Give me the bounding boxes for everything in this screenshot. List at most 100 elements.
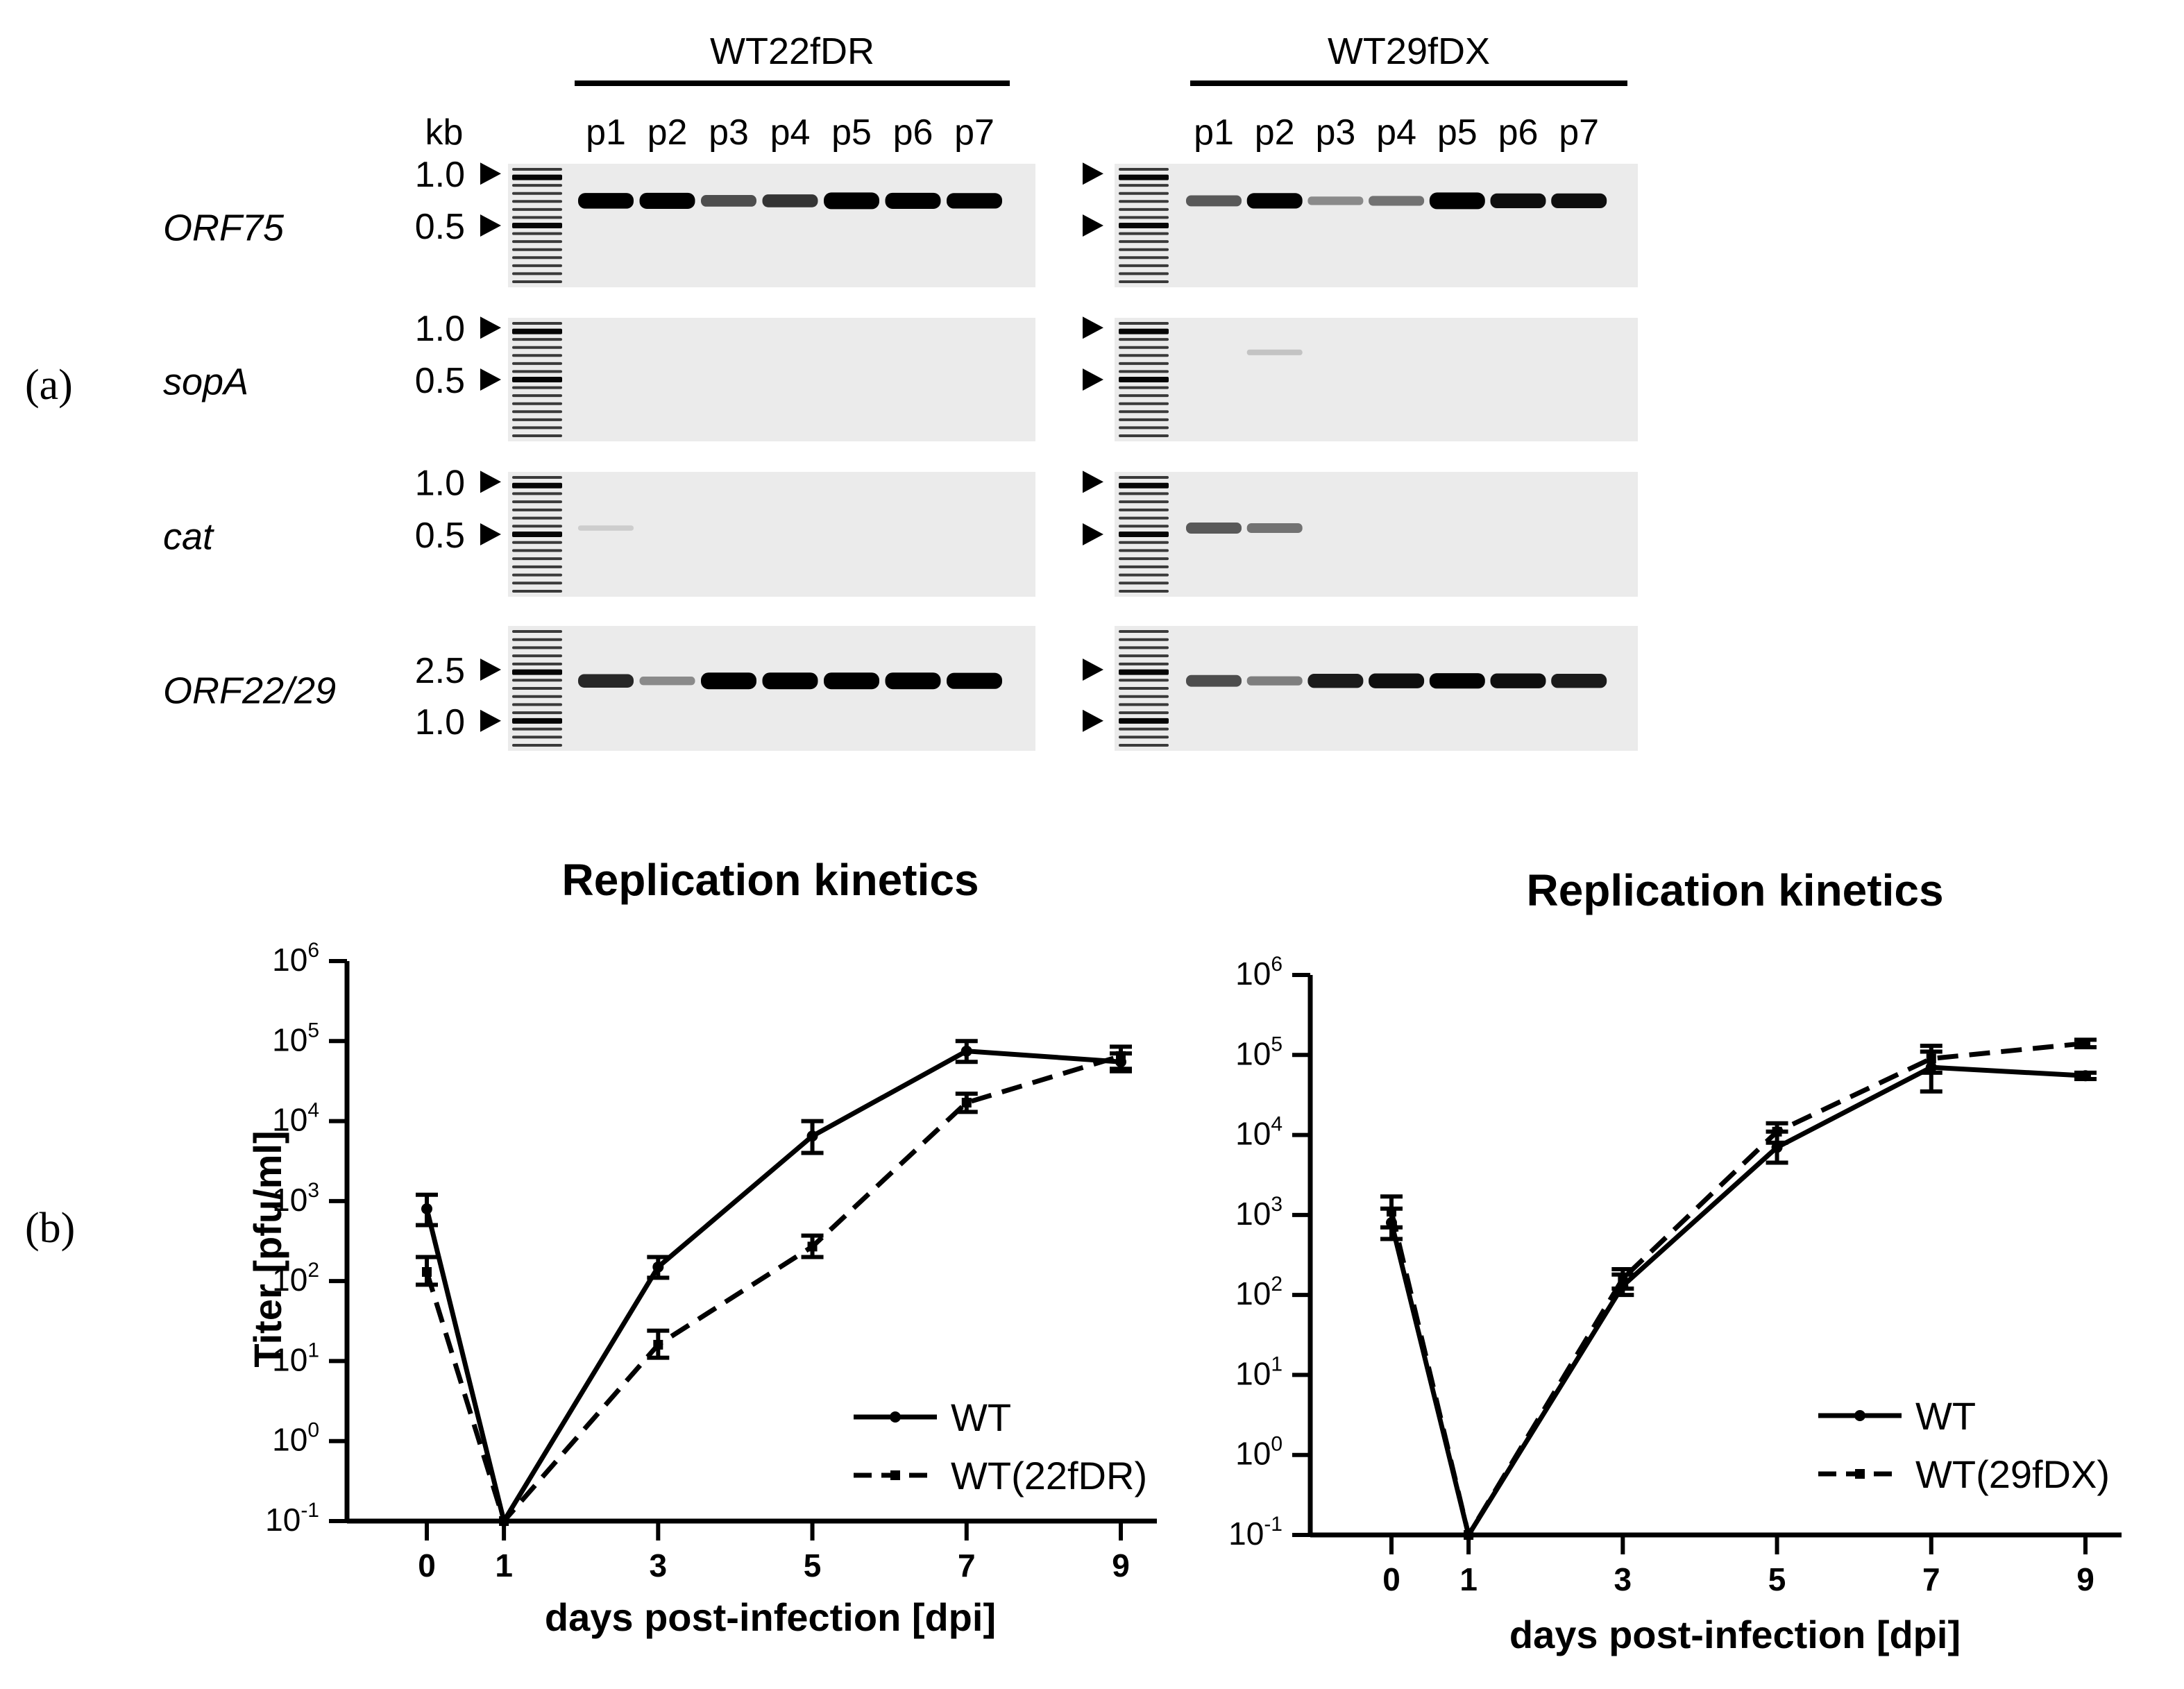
panel-a-label: (a) — [25, 362, 73, 409]
ladder-band — [512, 354, 562, 357]
ladder-band — [512, 565, 562, 568]
ladder-band — [1119, 646, 1169, 650]
y-tick-label: 106 — [1235, 953, 1283, 992]
data-point — [960, 1045, 972, 1057]
gel-band — [578, 193, 634, 209]
ladder-band — [1119, 557, 1169, 561]
ladder-band — [512, 646, 562, 650]
marker-arrow — [480, 523, 501, 545]
ladder-band — [1119, 346, 1169, 349]
ladder-band — [512, 272, 562, 275]
gel-band — [1551, 674, 1607, 688]
ladder-band — [1119, 370, 1169, 373]
gel-band — [639, 192, 695, 209]
gel-band — [1369, 673, 1425, 688]
kb-label: kb — [425, 112, 464, 153]
ladder-band — [512, 377, 562, 382]
y-axis-label: Titer [pfu/ml] — [246, 1130, 289, 1367]
y-tick-label: 102 — [272, 1259, 319, 1298]
x-axis-label: days post-infection [dpi] — [1509, 1613, 1961, 1656]
marker-arrow — [1083, 470, 1103, 493]
marker-arrow — [1083, 316, 1103, 339]
ladder-band — [512, 476, 562, 479]
data-point — [1772, 1126, 1782, 1137]
ladder-band — [1119, 638, 1169, 641]
ladder-band — [1119, 525, 1169, 528]
y-tick-label: 100 — [1235, 1433, 1283, 1472]
ladder-band — [1119, 200, 1169, 203]
ladder-band — [512, 418, 562, 421]
gel-band — [885, 192, 941, 209]
ladder-band — [512, 590, 562, 593]
ladder-band — [1119, 402, 1169, 405]
series-line-dashed — [1389, 1040, 2086, 1538]
x-tick-label: 7 — [1922, 1561, 1940, 1597]
ladder-band — [512, 232, 562, 235]
ladder-band — [1119, 174, 1169, 180]
ladder-band — [1119, 573, 1169, 577]
ladder-band — [1119, 736, 1169, 739]
gel-band — [1490, 193, 1546, 209]
ladder-band — [1119, 744, 1169, 747]
data-point — [421, 1203, 432, 1215]
marker-label: 1.0 — [415, 309, 465, 349]
gel-image — [1115, 164, 1638, 287]
ladder-band — [512, 264, 562, 267]
ladder-band — [512, 718, 562, 724]
ladder-band — [512, 508, 562, 511]
lane-label: p2 — [647, 112, 688, 153]
ladder-band — [512, 223, 562, 228]
marker-arrow — [480, 368, 501, 391]
ladder-band — [1119, 654, 1169, 658]
legend-label: WT — [1915, 1394, 1976, 1438]
x-tick-label: 1 — [1459, 1561, 1478, 1597]
ladder-band — [1119, 718, 1169, 724]
ladder-band — [512, 346, 562, 349]
marker-arrow — [1083, 162, 1103, 185]
ladder-band — [1119, 669, 1169, 675]
gene-label: ORF75 — [163, 207, 285, 249]
ladder-band — [1119, 703, 1169, 706]
ladder-band — [512, 256, 562, 260]
ladder-band — [1119, 434, 1169, 437]
y-tick-label: 10-1 — [265, 1499, 319, 1538]
ladder-band — [1119, 240, 1169, 244]
ladder-band — [1119, 418, 1169, 421]
ladder-band — [1119, 662, 1169, 665]
ladder-band — [512, 744, 562, 747]
ladder-band — [512, 434, 562, 437]
x-tick-label: 5 — [1768, 1561, 1786, 1597]
ladder-band — [512, 174, 562, 180]
ladder-band — [512, 362, 562, 365]
gel-band — [1307, 196, 1364, 205]
ladder-band — [512, 328, 562, 334]
marker-arrow — [480, 214, 501, 237]
chart-title: Replication kinetics — [561, 855, 979, 905]
lane-label: p7 — [1559, 112, 1599, 153]
gel-panel: WT22fDR p1 p2 p3 p4 p5 p6 p7 WT29fDX p1 p2 p3 p4 p5 p6… — [163, 31, 1638, 751]
x-tick-label: 0 — [1382, 1561, 1400, 1597]
panel-b-label: (b) — [25, 1205, 75, 1252]
y-tick-label: 10-1 — [1228, 1513, 1283, 1552]
gel-band — [824, 192, 879, 210]
ladder-band — [1119, 630, 1169, 633]
ladder-band — [512, 370, 562, 373]
ladder-band — [1119, 223, 1169, 228]
gel-band — [1186, 523, 1242, 534]
gel-band — [701, 195, 756, 207]
lane-label: p5 — [831, 112, 872, 153]
ladder-band — [1119, 508, 1169, 511]
gel-band — [1246, 349, 1303, 355]
legend-marker — [1855, 1469, 1865, 1479]
gel-image — [1115, 626, 1638, 751]
ladder-band — [512, 679, 562, 682]
group-bar — [1190, 80, 1627, 86]
ladder-band — [1119, 426, 1169, 430]
gel-band — [1246, 676, 1303, 686]
marker-arrow — [480, 470, 501, 493]
ladder-band — [512, 549, 562, 552]
gel-band — [578, 525, 634, 531]
gel-band — [947, 193, 1002, 209]
ladder-band — [1119, 476, 1169, 479]
series-line-solid — [1389, 1064, 2086, 1538]
